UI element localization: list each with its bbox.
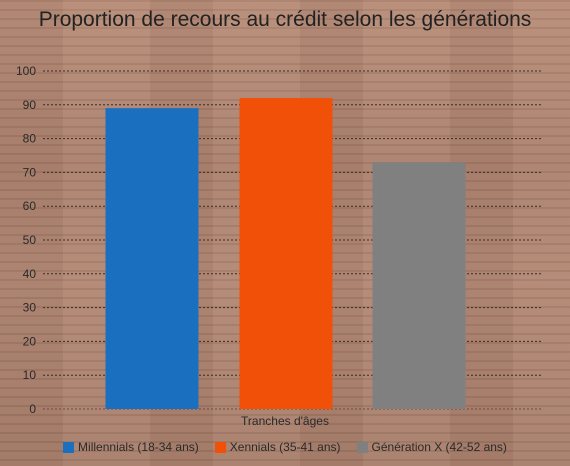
legend-label-millennials: Millennials (18-34 ans) <box>78 440 199 454</box>
legend-swatch-millennials <box>63 441 75 453</box>
y-tick-label: 80 <box>23 132 37 146</box>
y-tick-label: 90 <box>23 98 37 112</box>
legend-label-xennials: Xennials (35-41 ans) <box>229 440 341 454</box>
y-tick-label: 40 <box>23 267 37 281</box>
y-tick-label: 60 <box>23 199 37 213</box>
chart-title: Proportion de recours au crédit selon le… <box>38 8 532 31</box>
bar-millennials[interactable] <box>105 108 199 410</box>
y-tick-label: 10 <box>23 368 37 382</box>
legend: Millennials (18-34 ans) Xennials (35-41 … <box>0 440 570 454</box>
y-tick-label: 0 <box>29 402 36 416</box>
y-tick-label: 20 <box>23 334 37 348</box>
y-tick-label: 70 <box>23 165 37 179</box>
legend-swatch-xennials <box>214 441 226 453</box>
legend-item-millennials[interactable]: Millennials (18-34 ans) <box>63 440 199 454</box>
bar-generation-x[interactable] <box>372 162 466 409</box>
bars <box>105 98 466 410</box>
bar-xennials[interactable] <box>239 98 333 409</box>
y-tick-label: 30 <box>23 301 37 315</box>
legend-item-generation-x[interactable]: Génération X (42-52 ans) <box>356 440 507 454</box>
x-axis-title: Tranches d'âges <box>241 414 329 428</box>
legend-swatch-generation-x <box>356 441 368 453</box>
legend-item-xennials[interactable]: Xennials (35-41 ans) <box>214 440 341 454</box>
y-axis-ticks: 0 10 20 30 40 50 60 70 80 90 100 <box>16 64 36 416</box>
legend-label-generation-x: Génération X (42-52 ans) <box>371 440 507 454</box>
y-tick-label: 100 <box>16 64 36 78</box>
y-tick-label: 50 <box>23 233 37 247</box>
